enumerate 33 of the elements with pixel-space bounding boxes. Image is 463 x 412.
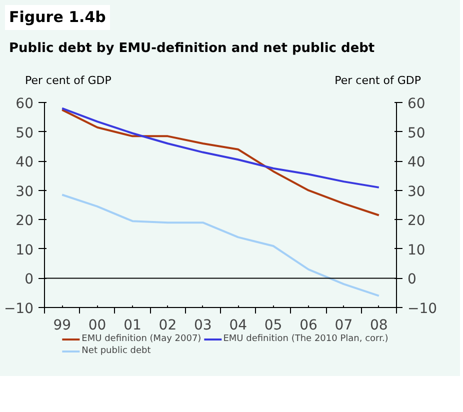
y-tick-label: 40 (16, 154, 34, 171)
y2-tick-label: 30 (408, 184, 426, 200)
y-tick-label: 50 (16, 125, 34, 142)
y2-axis-title: Per cent of GDP (334, 72, 421, 89)
x-tick-label: 99 (53, 318, 72, 334)
y2-tick-label: 20 (408, 213, 426, 230)
legend-label: Net public debt (82, 346, 151, 356)
y2-tick-label: 50 (408, 125, 426, 142)
y-tick-label: 20 (16, 213, 34, 230)
x-tick-label: 07 (334, 318, 353, 334)
chart-subtitle: Public debt by EMU-definition and net public debt (8, 40, 376, 58)
x-tick-label: 01 (124, 318, 142, 334)
x-tick-label: 06 (300, 318, 318, 334)
x-tick-label: 03 (194, 318, 212, 334)
y-tick-label: −10 (4, 301, 34, 318)
x-tick-label: 00 (88, 318, 106, 334)
y2-tick-label: 10 (408, 242, 426, 259)
y-tick-label: 0 (24, 272, 34, 288)
legend-label: EMU definition (May 2007) (82, 334, 202, 344)
chart-title: Figure 1.4b (5, 5, 110, 30)
y-tick-label: 60 (16, 96, 34, 112)
y2-tick-label: 40 (408, 154, 426, 171)
x-tick-label: 05 (264, 318, 282, 334)
x-tick-label: 02 (158, 318, 177, 334)
x-tick-label: 08 (370, 318, 388, 334)
y-axis-title: Per cent of GDP (25, 72, 112, 89)
x-tick-label: 04 (229, 318, 248, 334)
y-tick-label: 10 (16, 242, 34, 259)
y2-tick-label: 0 (408, 272, 416, 288)
y2-tick-label: 60 (408, 96, 426, 112)
y2-tick-label: −10 (408, 301, 438, 318)
y-tick-label: 30 (16, 184, 34, 200)
legend-label: EMU definition (The 2010 Plan, corr.) (223, 334, 388, 344)
